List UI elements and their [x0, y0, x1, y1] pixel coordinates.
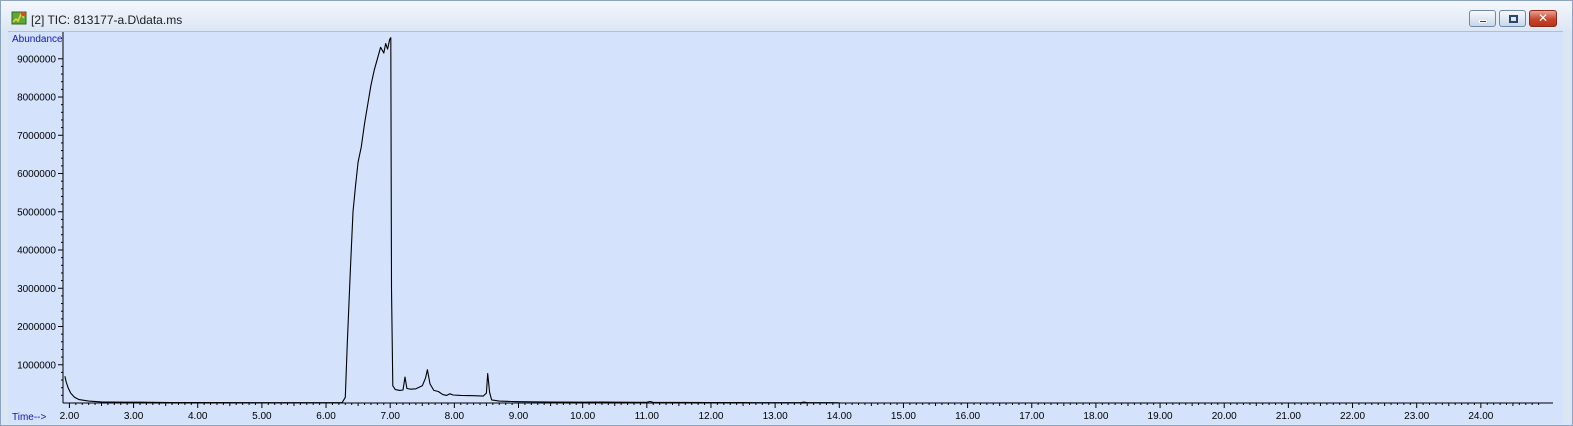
x-tick-label: 4.00 [188, 411, 208, 422]
close-button[interactable]: ✕ [1529, 10, 1557, 27]
x-tick-label: 9.00 [509, 411, 529, 422]
x-tick-label: 10.00 [570, 411, 595, 422]
y-tick-label: 7000000 [17, 131, 56, 142]
x-tick-label: 16.00 [955, 411, 980, 422]
x-tick-label: 15.00 [891, 411, 916, 422]
x-tick-label: 24.00 [1468, 411, 1493, 422]
y-tick-label: 2000000 [17, 322, 56, 333]
minimize-button[interactable] [1469, 10, 1496, 27]
x-tick-label: 22.00 [1340, 411, 1365, 422]
close-icon: ✕ [1537, 11, 1549, 25]
y-tick-label: 5000000 [17, 207, 56, 218]
x-tick-label: 23.00 [1404, 411, 1429, 422]
y-tick-label: 9000000 [17, 54, 56, 65]
x-tick-label: 17.00 [1019, 411, 1044, 422]
plot-area[interactable]: Abundance Time--> 1000000 2000000 3000000 4… [8, 31, 1563, 424]
x-tick-label: 19.00 [1148, 411, 1173, 422]
x-tick-label: 21.00 [1276, 411, 1301, 422]
maximize-button[interactable] [1499, 10, 1526, 27]
axes: 1000000 2000000 3000000 4000000 5000000 60000… [17, 32, 1553, 422]
tic-trace-line [64, 37, 840, 404]
y-tick-label: 6000000 [17, 169, 56, 180]
y-tick-label: 8000000 [17, 93, 56, 104]
maximize-icon [1509, 15, 1518, 23]
x-tick-label: 12.00 [698, 411, 723, 422]
x-tick-label: 5.00 [252, 411, 272, 422]
x-tick-label: 8.00 [445, 411, 465, 422]
x-tick-label: 20.00 [1212, 411, 1237, 422]
y-axis-label: Abundance [12, 34, 63, 45]
series-group [64, 37, 840, 404]
chromatogram-app-icon [11, 11, 27, 25]
title-bar[interactable]: [2] TIC: 813177-a.D\data.ms ✕ [1, 1, 1572, 31]
x-tick-label: 7.00 [380, 411, 400, 422]
x-tick-label: 3.00 [124, 411, 144, 422]
minimize-icon [1479, 20, 1487, 23]
y-tick-label: 1000000 [17, 360, 56, 371]
tic-chromatogram-chart[interactable]: Abundance Time--> 1000000 2000000 3000000 4… [8, 32, 1563, 424]
window-title: [2] TIC: 813177-a.D\data.ms [31, 13, 183, 27]
x-tick-label: 2.00 [60, 411, 80, 422]
x-tick-label: 6.00 [316, 411, 336, 422]
x-axis-label: Time--> [12, 412, 47, 423]
y-tick-label: 3000000 [17, 284, 56, 295]
x-tick-label: 13.00 [763, 411, 788, 422]
y-tick-label: 4000000 [17, 246, 56, 257]
x-tick-label: 14.00 [827, 411, 852, 422]
x-tick-label: 18.00 [1083, 411, 1108, 422]
x-tick-label: 11.00 [635, 411, 660, 422]
